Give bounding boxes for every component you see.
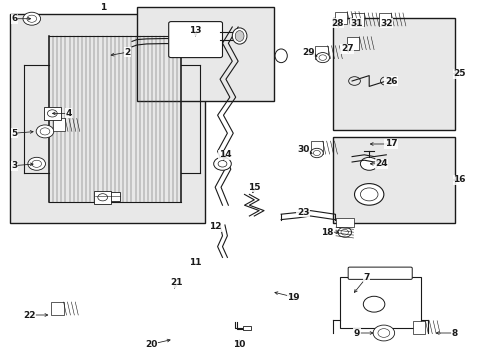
Text: 29: 29 [301, 48, 314, 57]
Circle shape [36, 125, 54, 138]
Text: 19: 19 [286, 292, 299, 302]
Ellipse shape [232, 28, 246, 44]
Bar [346, 37, 359, 50]
Bar [315, 46, 327, 59]
Text: 26: 26 [384, 77, 397, 85]
Text: 16: 16 [452, 175, 465, 184]
Text: 24: 24 [374, 159, 387, 168]
Text: 22: 22 [23, 310, 36, 320]
Bar [53, 118, 65, 131]
Text: 8: 8 [451, 328, 457, 338]
Bar [51, 302, 63, 315]
Bar [10, 14, 205, 223]
Bar [351, 13, 364, 26]
Circle shape [315, 53, 329, 63]
Bar [335, 218, 353, 227]
Text: 18: 18 [321, 228, 333, 237]
Text: 13: 13 [189, 26, 202, 35]
Text: 23: 23 [296, 208, 309, 217]
Text: 25: 25 [452, 69, 465, 78]
Bar [243, 326, 250, 330]
Bar [412, 321, 425, 334]
Circle shape [23, 12, 41, 25]
FancyBboxPatch shape [347, 267, 411, 279]
Bar [332, 137, 454, 223]
Text: 27: 27 [340, 44, 353, 53]
Text: 32: 32 [379, 19, 392, 28]
Circle shape [354, 184, 383, 205]
Text: 14: 14 [218, 150, 231, 159]
Circle shape [310, 148, 323, 158]
Text: 6: 6 [12, 14, 18, 23]
Bar [310, 141, 322, 154]
Bar [332, 18, 454, 130]
Text: 3: 3 [12, 161, 18, 170]
Text: 1: 1 [100, 3, 105, 12]
Bar [334, 12, 346, 24]
Bar [94, 191, 111, 204]
Text: 31: 31 [350, 19, 363, 28]
Text: 9: 9 [353, 328, 360, 338]
Text: 12: 12 [208, 222, 221, 231]
Text: 30: 30 [296, 145, 309, 154]
Text: 5: 5 [12, 129, 18, 138]
Text: 17: 17 [384, 139, 397, 148]
Text: 20: 20 [145, 339, 158, 348]
Bar [43, 107, 61, 120]
Bar [339, 277, 420, 328]
Ellipse shape [235, 31, 244, 41]
Circle shape [213, 157, 231, 170]
Bar [137, 7, 273, 101]
Circle shape [360, 157, 377, 170]
Text: 4: 4 [65, 109, 72, 118]
Text: 10: 10 [233, 341, 245, 349]
Text: 2: 2 [124, 48, 130, 57]
Bar [378, 13, 390, 26]
Text: 21: 21 [169, 278, 182, 287]
FancyBboxPatch shape [168, 22, 222, 58]
Text: 28: 28 [330, 19, 343, 28]
Text: 7: 7 [363, 273, 369, 282]
Bar [95, 192, 120, 201]
Circle shape [337, 227, 351, 237]
Ellipse shape [274, 49, 287, 63]
Circle shape [372, 325, 394, 341]
Text: 11: 11 [189, 258, 202, 267]
Text: 15: 15 [247, 183, 260, 192]
Circle shape [28, 157, 45, 170]
